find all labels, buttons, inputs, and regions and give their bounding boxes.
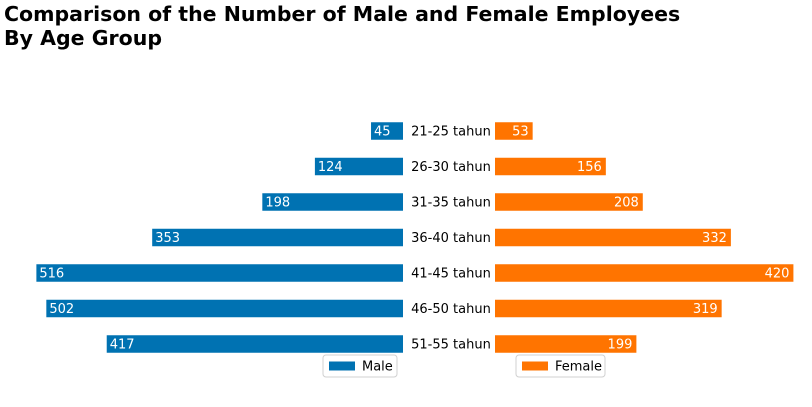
legend-female-frame: [515, 354, 606, 378]
value-label-male-21-25-tahun: 45: [374, 125, 391, 140]
bar-male-26-30-tahun: [314, 157, 403, 176]
bar-female-46-50-tahun: [495, 299, 722, 318]
value-label-female-51-55-tahun: 199: [608, 338, 633, 353]
legend-female-swatch: [522, 361, 548, 371]
legend-male-frame: [322, 354, 398, 378]
chart-title: Comparison of the Number of Male and Fem…: [4, 2, 680, 50]
value-label-female-26-30-tahun: 156: [577, 160, 602, 175]
bar-female-36-40-tahun: [495, 228, 731, 247]
category-label-46-50-tahun: 46-50 tahun: [411, 302, 491, 317]
bar-female-31-35-tahun: [495, 193, 643, 211]
category-label-31-35-tahun: 31-35 tahun: [411, 196, 491, 211]
value-label-female-21-25-tahun: 53: [512, 125, 529, 140]
bar-female-21-25-tahun: [495, 122, 533, 140]
category-label-36-40-tahun: 36-40 tahun: [411, 231, 491, 246]
category-label-41-45-tahun: 41-45 tahun: [411, 267, 491, 282]
bar-male-31-35-tahun: [262, 193, 403, 211]
bar-male-21-25-tahun: [371, 122, 403, 140]
bar-male-51-55-tahun: [106, 335, 403, 353]
bar-male-41-45-tahun: [36, 264, 404, 282]
legend-male-swatch: [329, 361, 355, 371]
legend-female-label: Female: [555, 360, 602, 375]
bar-female-41-45-tahun: [495, 264, 794, 282]
chart-title-line-1: Comparison of the Number of Male and Fem…: [4, 2, 681, 26]
chart-title-line-2: By Age Group: [4, 26, 162, 50]
value-label-male-46-50-tahun: 502: [49, 302, 74, 317]
bar-male-36-40-tahun: [152, 228, 403, 247]
bar-female-26-30-tahun: [495, 157, 606, 176]
value-label-female-31-35-tahun: 208: [614, 196, 639, 211]
value-label-female-41-45-tahun: 420: [765, 267, 790, 282]
legend-male-label: Male: [362, 360, 393, 375]
category-label-51-55-tahun: 51-55 tahun: [411, 338, 491, 353]
value-label-female-36-40-tahun: 332: [702, 231, 727, 246]
category-label-26-30-tahun: 26-30 tahun: [411, 160, 491, 175]
value-label-male-41-45-tahun: 516: [39, 267, 64, 282]
value-label-male-51-55-tahun: 417: [110, 338, 135, 353]
bar-male-46-50-tahun: [46, 299, 403, 318]
value-label-male-36-40-tahun: 353: [155, 231, 180, 246]
value-label-male-31-35-tahun: 198: [265, 196, 290, 211]
bar-female-51-55-tahun: [495, 335, 637, 353]
value-label-male-26-30-tahun: 124: [318, 160, 343, 175]
value-label-female-46-50-tahun: 319: [693, 302, 718, 317]
category-label-21-25-tahun: 21-25 tahun: [411, 125, 491, 140]
